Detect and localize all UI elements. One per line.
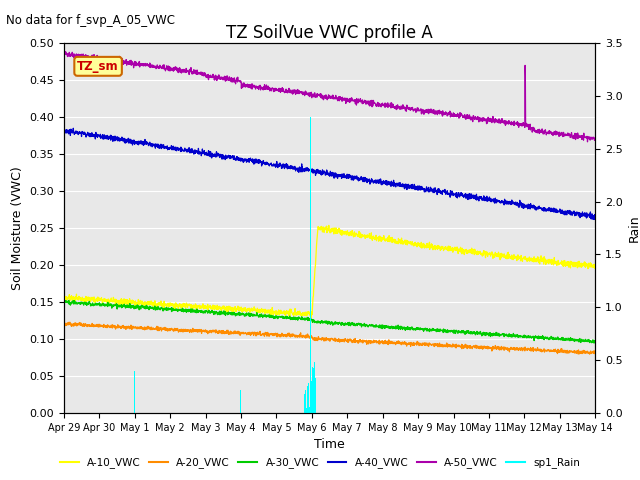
- Y-axis label: Rain: Rain: [628, 214, 640, 242]
- Title: TZ SoilVue VWC profile A: TZ SoilVue VWC profile A: [226, 24, 433, 42]
- Text: TZ_sm: TZ_sm: [77, 60, 119, 73]
- Legend: A-10_VWC, A-20_VWC, A-30_VWC, A-40_VWC, A-50_VWC, sp1_Rain: A-10_VWC, A-20_VWC, A-30_VWC, A-40_VWC, …: [56, 453, 584, 472]
- X-axis label: Time: Time: [314, 438, 345, 451]
- Text: No data for f_svp_A_05_VWC: No data for f_svp_A_05_VWC: [6, 14, 175, 27]
- Y-axis label: Soil Moisture (VWC): Soil Moisture (VWC): [11, 166, 24, 290]
